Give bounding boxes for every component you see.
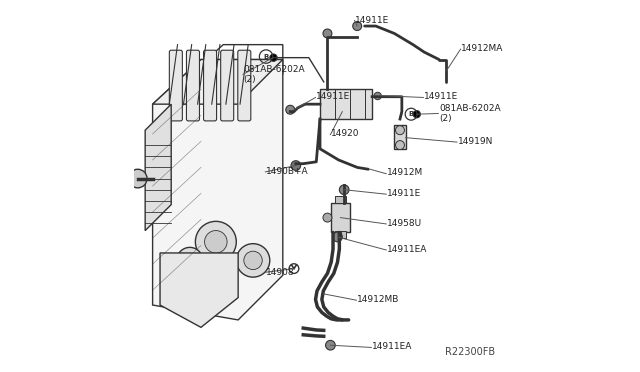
Circle shape <box>326 340 335 350</box>
Polygon shape <box>160 253 238 327</box>
Text: 14911E: 14911E <box>355 16 390 25</box>
Text: 14911EA: 14911EA <box>372 342 412 351</box>
Bar <box>320 89 372 119</box>
Bar <box>335 196 346 203</box>
Bar <box>394 125 406 149</box>
Text: 14912M: 14912M <box>387 169 423 177</box>
Text: 14908: 14908 <box>266 268 294 277</box>
Text: 14911E: 14911E <box>316 92 351 101</box>
Text: B: B <box>408 111 414 117</box>
Polygon shape <box>152 60 283 104</box>
Text: 14911E: 14911E <box>387 189 421 198</box>
Circle shape <box>339 185 349 195</box>
Circle shape <box>396 126 404 135</box>
Circle shape <box>323 213 332 222</box>
Text: 14920: 14920 <box>331 129 360 138</box>
Text: B: B <box>264 54 269 60</box>
Text: 14911E: 14911E <box>424 92 458 101</box>
Circle shape <box>177 247 203 273</box>
Circle shape <box>286 105 294 114</box>
Circle shape <box>244 251 262 270</box>
Text: 1490B+A: 1490B+A <box>266 167 308 176</box>
Text: 081AB-6202A
(2): 081AB-6202A (2) <box>244 65 305 84</box>
Text: 14958U: 14958U <box>387 219 422 228</box>
Polygon shape <box>152 60 283 320</box>
Circle shape <box>353 22 362 31</box>
Text: 081AB-6202A
(2): 081AB-6202A (2) <box>439 104 500 123</box>
Polygon shape <box>145 104 172 231</box>
Circle shape <box>236 244 270 277</box>
Circle shape <box>413 110 420 118</box>
Text: 14919N: 14919N <box>458 137 493 146</box>
Circle shape <box>195 221 236 262</box>
FancyBboxPatch shape <box>170 50 182 121</box>
FancyBboxPatch shape <box>186 50 200 121</box>
Text: 14912MB: 14912MB <box>357 295 399 304</box>
Circle shape <box>205 231 227 253</box>
Circle shape <box>291 161 301 170</box>
Circle shape <box>182 253 197 267</box>
FancyBboxPatch shape <box>238 50 251 121</box>
Bar <box>331 203 349 232</box>
Text: 14911EA: 14911EA <box>387 245 428 254</box>
Bar <box>335 231 346 238</box>
Circle shape <box>270 54 277 61</box>
Circle shape <box>374 92 381 100</box>
Text: 14912MA: 14912MA <box>461 44 504 53</box>
Circle shape <box>396 141 404 150</box>
Text: R22300FB: R22300FB <box>445 347 495 357</box>
Circle shape <box>323 29 332 38</box>
FancyBboxPatch shape <box>204 50 216 121</box>
FancyBboxPatch shape <box>221 50 234 121</box>
Circle shape <box>333 232 342 242</box>
Circle shape <box>129 169 147 188</box>
